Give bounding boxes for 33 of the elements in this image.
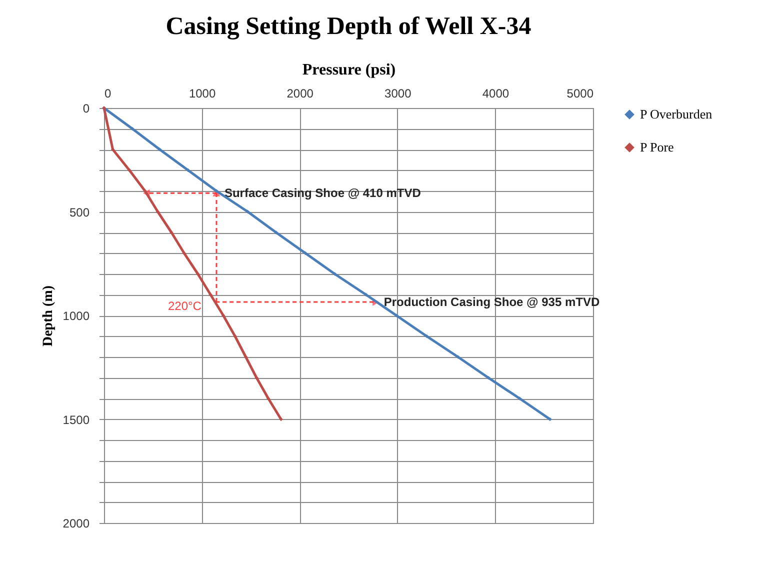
point (364, 292, 368, 297)
y-tick-label: 500 (69, 205, 90, 220)
y-tick-label: 2000 (62, 516, 90, 530)
point (332, 272, 337, 276)
point (518, 396, 522, 400)
point (186, 168, 190, 172)
x-tick-label: 3000 (384, 86, 412, 100)
x-tick-label: 4000 (482, 86, 510, 100)
x-axis-title: Pressure (psi) (302, 62, 396, 78)
annotation: Production Casing Shoe @ 935 mTVD (384, 295, 600, 310)
chart-title: Casing Setting Depth of Well X-34 (166, 13, 532, 40)
point (128, 168, 132, 172)
legend-label: P Overburden (640, 106, 713, 122)
annotation: 220°C (168, 299, 202, 314)
point (110, 148, 115, 152)
point (304, 251, 308, 256)
point (244, 355, 248, 359)
y-tick-label: 1000 (62, 309, 90, 323)
legend-label: P Pore (640, 140, 674, 154)
point (208, 292, 212, 297)
annotation: Surface Casing Shoe @ 410 mTVD (224, 186, 422, 200)
x-tick-label: 1000 (188, 86, 216, 100)
y-tick-label: 0 (82, 102, 90, 116)
point (548, 417, 552, 422)
point (266, 396, 270, 400)
y-axis-title: Depth (m) (40, 285, 56, 347)
y-tick-label: 1500 (62, 412, 90, 427)
x-tick-label: 0 (104, 86, 112, 100)
point (158, 148, 162, 152)
x-tick-label: 2000 (286, 86, 314, 100)
x-tick-label: 5000 (566, 86, 594, 100)
point (279, 417, 283, 422)
point (221, 314, 226, 318)
